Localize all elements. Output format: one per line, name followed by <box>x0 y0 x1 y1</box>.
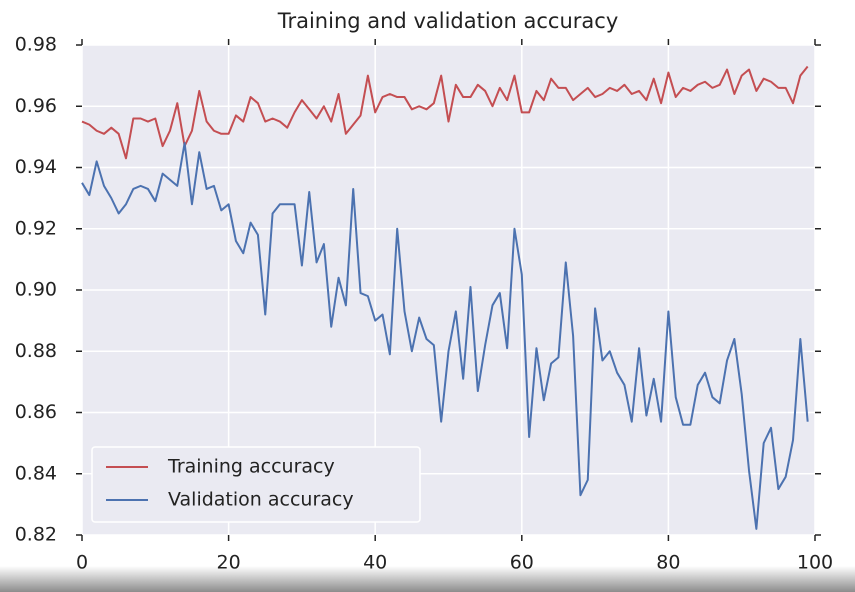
y-tick-label: 0.94 <box>15 156 57 178</box>
x-tick-label: 20 <box>217 552 241 574</box>
x-tick-label: 60 <box>510 552 534 574</box>
axes: 0.82 0.84 0.86 0.88 0.90 0.92 0.94 0.96 0.98 0 20 4… <box>15 34 833 574</box>
legend-label: Validation accuracy <box>168 489 354 511</box>
legend-box <box>91 446 421 523</box>
y-tick-label: 0.86 <box>15 401 57 423</box>
y-tick-label: 0.90 <box>15 279 57 301</box>
y-tick-label: 0.82 <box>15 524 57 546</box>
chart-title: Training and validation accuracy <box>277 9 619 33</box>
series-line <box>81 142 809 530</box>
y-tick-label: 0.84 <box>15 462 57 484</box>
x-tick-label: 40 <box>363 552 387 574</box>
y-tick-label: 0.92 <box>15 217 57 239</box>
y-tick-label: 0.88 <box>15 340 57 362</box>
series-line <box>81 65 809 160</box>
legend: Training accuracy Validation accuracy <box>91 446 421 523</box>
y-tick-label: 0.98 <box>15 34 57 56</box>
x-tick-label: 100 <box>797 552 833 574</box>
legend-label: Training accuracy <box>167 456 335 478</box>
x-tick-label: 80 <box>656 552 680 574</box>
x-tick-label: 0 <box>76 552 88 574</box>
y-tick-label: 0.96 <box>15 95 57 117</box>
data-area <box>81 65 809 530</box>
